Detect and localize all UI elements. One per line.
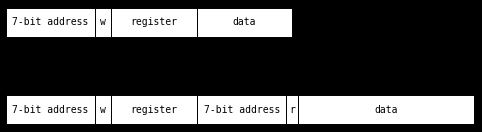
- Bar: [6, 95, 95, 124]
- Bar: [95, 95, 111, 124]
- Text: 7-bit address: 7-bit address: [12, 17, 89, 27]
- Text: register: register: [131, 17, 178, 27]
- Bar: [298, 95, 474, 124]
- Text: w: w: [100, 17, 106, 27]
- Text: 7-bit address: 7-bit address: [203, 105, 280, 115]
- Text: w: w: [100, 105, 106, 115]
- Bar: [197, 8, 292, 37]
- Text: data: data: [233, 17, 256, 27]
- Bar: [95, 8, 111, 37]
- Bar: [111, 95, 197, 124]
- Text: 7-bit address: 7-bit address: [12, 105, 89, 115]
- Bar: [6, 8, 95, 37]
- Text: r: r: [289, 105, 295, 115]
- Text: data: data: [375, 105, 398, 115]
- Bar: [197, 95, 286, 124]
- Text: register: register: [131, 105, 178, 115]
- Bar: [111, 8, 197, 37]
- Bar: [286, 95, 298, 124]
